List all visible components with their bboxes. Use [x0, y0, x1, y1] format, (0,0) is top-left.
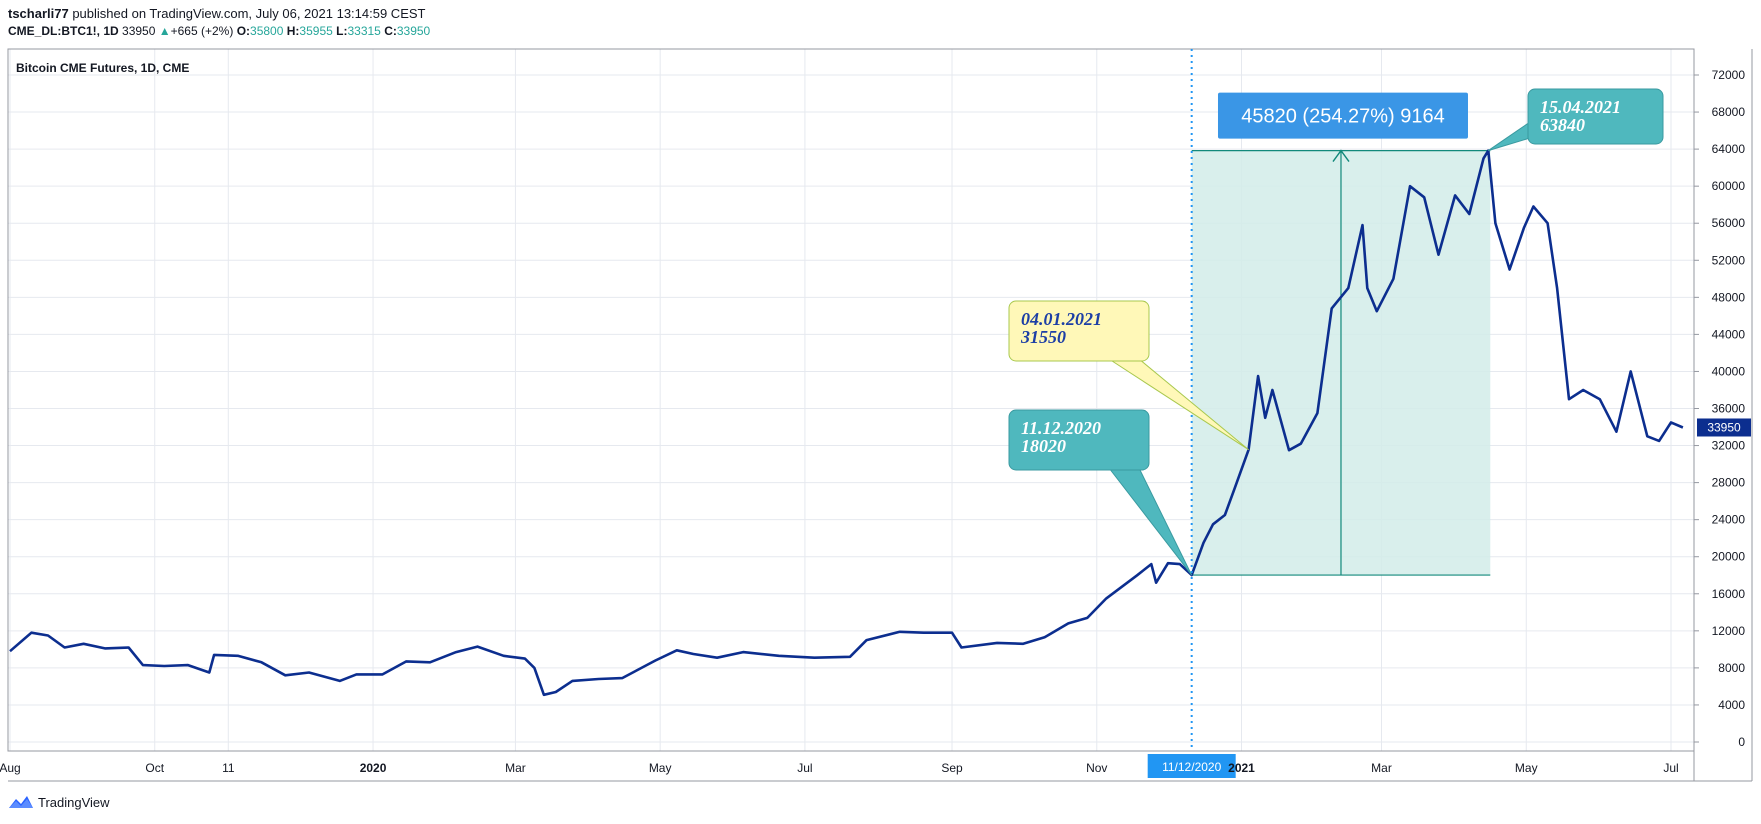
footer: TradingView: [8, 794, 110, 810]
time-tick-label: May: [649, 761, 672, 775]
change-value: +665 (+2%): [170, 24, 234, 38]
time-tick-label: Nov: [1086, 761, 1107, 775]
close-label: C:: [384, 24, 397, 38]
time-tick-label: Oct: [145, 761, 164, 775]
time-tick-label: Aug: [0, 761, 21, 775]
price-series: [9, 149, 1684, 697]
price-tick-label: 32000: [1712, 439, 1746, 453]
time-tick-label: 2020: [360, 761, 387, 775]
last-price-box: [1697, 418, 1751, 437]
crosshair-date-box: [1147, 754, 1236, 778]
ohlc-legend: CME_DL:BTC1!, 1D 33950 ▲+665 (+2%) O:358…: [8, 23, 430, 40]
last-value: 33950: [122, 24, 156, 38]
callout-date: 04.01.2021: [1021, 309, 1102, 329]
time-tick-label: 2021: [1228, 761, 1255, 775]
price-tick-label: 36000: [1712, 402, 1746, 416]
published-text: published on TradingView.com, July 06, 2…: [72, 6, 426, 21]
callout-date: 15.04.2021: [1540, 97, 1621, 117]
tradingview-brand[interactable]: TradingView: [38, 794, 110, 810]
low-label: L:: [336, 24, 348, 38]
time-tick-label: Sep: [941, 761, 963, 775]
price-tick-label: 12000: [1712, 624, 1746, 638]
time-tick-label: Jul: [1663, 761, 1678, 775]
callout-box: [1527, 88, 1664, 145]
symbol-label[interactable]: CME_DL:BTC1!, 1D: [8, 24, 119, 38]
range-arrow-head: [1332, 149, 1350, 163]
crosshair: 11/12/2020: [1147, 49, 1236, 778]
price-tick-label: 60000: [1712, 179, 1746, 193]
callout-date: 11.12.2020: [1021, 418, 1101, 438]
price-tick-label: 20000: [1712, 550, 1746, 564]
price-tick-label: 40000: [1712, 364, 1746, 378]
chart-header: tscharli77 published on TradingView.com,…: [8, 5, 430, 40]
price-tick-label: 28000: [1712, 476, 1746, 490]
callout-price: 18020: [1021, 436, 1066, 456]
time-tick-label: 11: [222, 761, 235, 775]
price-tick-label: 4000: [1718, 698, 1745, 712]
range-label-box: [1217, 92, 1468, 139]
high-value: 35955: [299, 24, 333, 38]
price-tick-label: 24000: [1712, 513, 1746, 527]
price-tick-label: 64000: [1712, 142, 1746, 156]
time-tick-label: May: [1515, 761, 1538, 775]
price-tick-label: 8000: [1718, 661, 1745, 675]
callout-box: [1008, 300, 1150, 362]
price-tick-label: 48000: [1712, 290, 1746, 304]
callout-pointer: [1107, 467, 1193, 576]
tradingview-logo-icon: [9, 796, 33, 808]
callout-pointer: [1488, 121, 1531, 152]
price-tick-label: 52000: [1712, 253, 1746, 267]
chart-title: Bitcoin CME Futures, 1D, CME: [16, 61, 189, 75]
time-axis[interactable]: Aug Oct 11 2020 Mar May Jul Sep Nov 2021 Mar May Jul: [0, 761, 1679, 775]
last-price-text: 33950: [1707, 420, 1741, 434]
crosshair-date-label: 11/12/2020: [1162, 760, 1221, 774]
close-value: 33950: [396, 24, 431, 38]
range-label-text: 45820 (254.27%) 9164: [1241, 106, 1445, 128]
price-tick-label: 16000: [1712, 587, 1746, 601]
time-tick-label: Jul: [797, 761, 812, 775]
last-price-label: 33950: [1697, 418, 1751, 437]
callout-price: 63840: [1540, 115, 1585, 135]
callout-price: 31550: [1020, 327, 1066, 347]
open-label: O:: [236, 24, 251, 38]
triangle-up-icon: ▲: [158, 24, 171, 38]
price-tick-label: 56000: [1712, 216, 1746, 230]
price-tick-label: 44000: [1712, 327, 1746, 341]
price-tick-label: 72000: [1712, 68, 1746, 82]
author-name[interactable]: tscharli77: [8, 6, 69, 21]
time-tick-label: Mar: [1371, 761, 1392, 775]
price-line: [9, 149, 1684, 697]
publish-line: tscharli77 published on TradingView.com,…: [8, 5, 430, 22]
callout-box: [1008, 409, 1150, 471]
price-tick-label: 0: [1738, 735, 1745, 749]
open-value: 35800: [250, 24, 284, 38]
price-tick-label: 68000: [1712, 105, 1746, 119]
price-range-measure[interactable]: 45820 (254.27%) 9164: [1191, 92, 1491, 576]
low-value: 33315: [347, 24, 381, 38]
time-tick-label: Mar: [505, 761, 526, 775]
high-label: H:: [286, 24, 300, 38]
price-axis[interactable]: 0 4000 8000 12000 16000 20000 24000 28000 32000 3…: [1694, 68, 1745, 749]
annotations[interactable]: 11.12.20201802004.01.20213155015.04.2021…: [1008, 88, 1664, 576]
